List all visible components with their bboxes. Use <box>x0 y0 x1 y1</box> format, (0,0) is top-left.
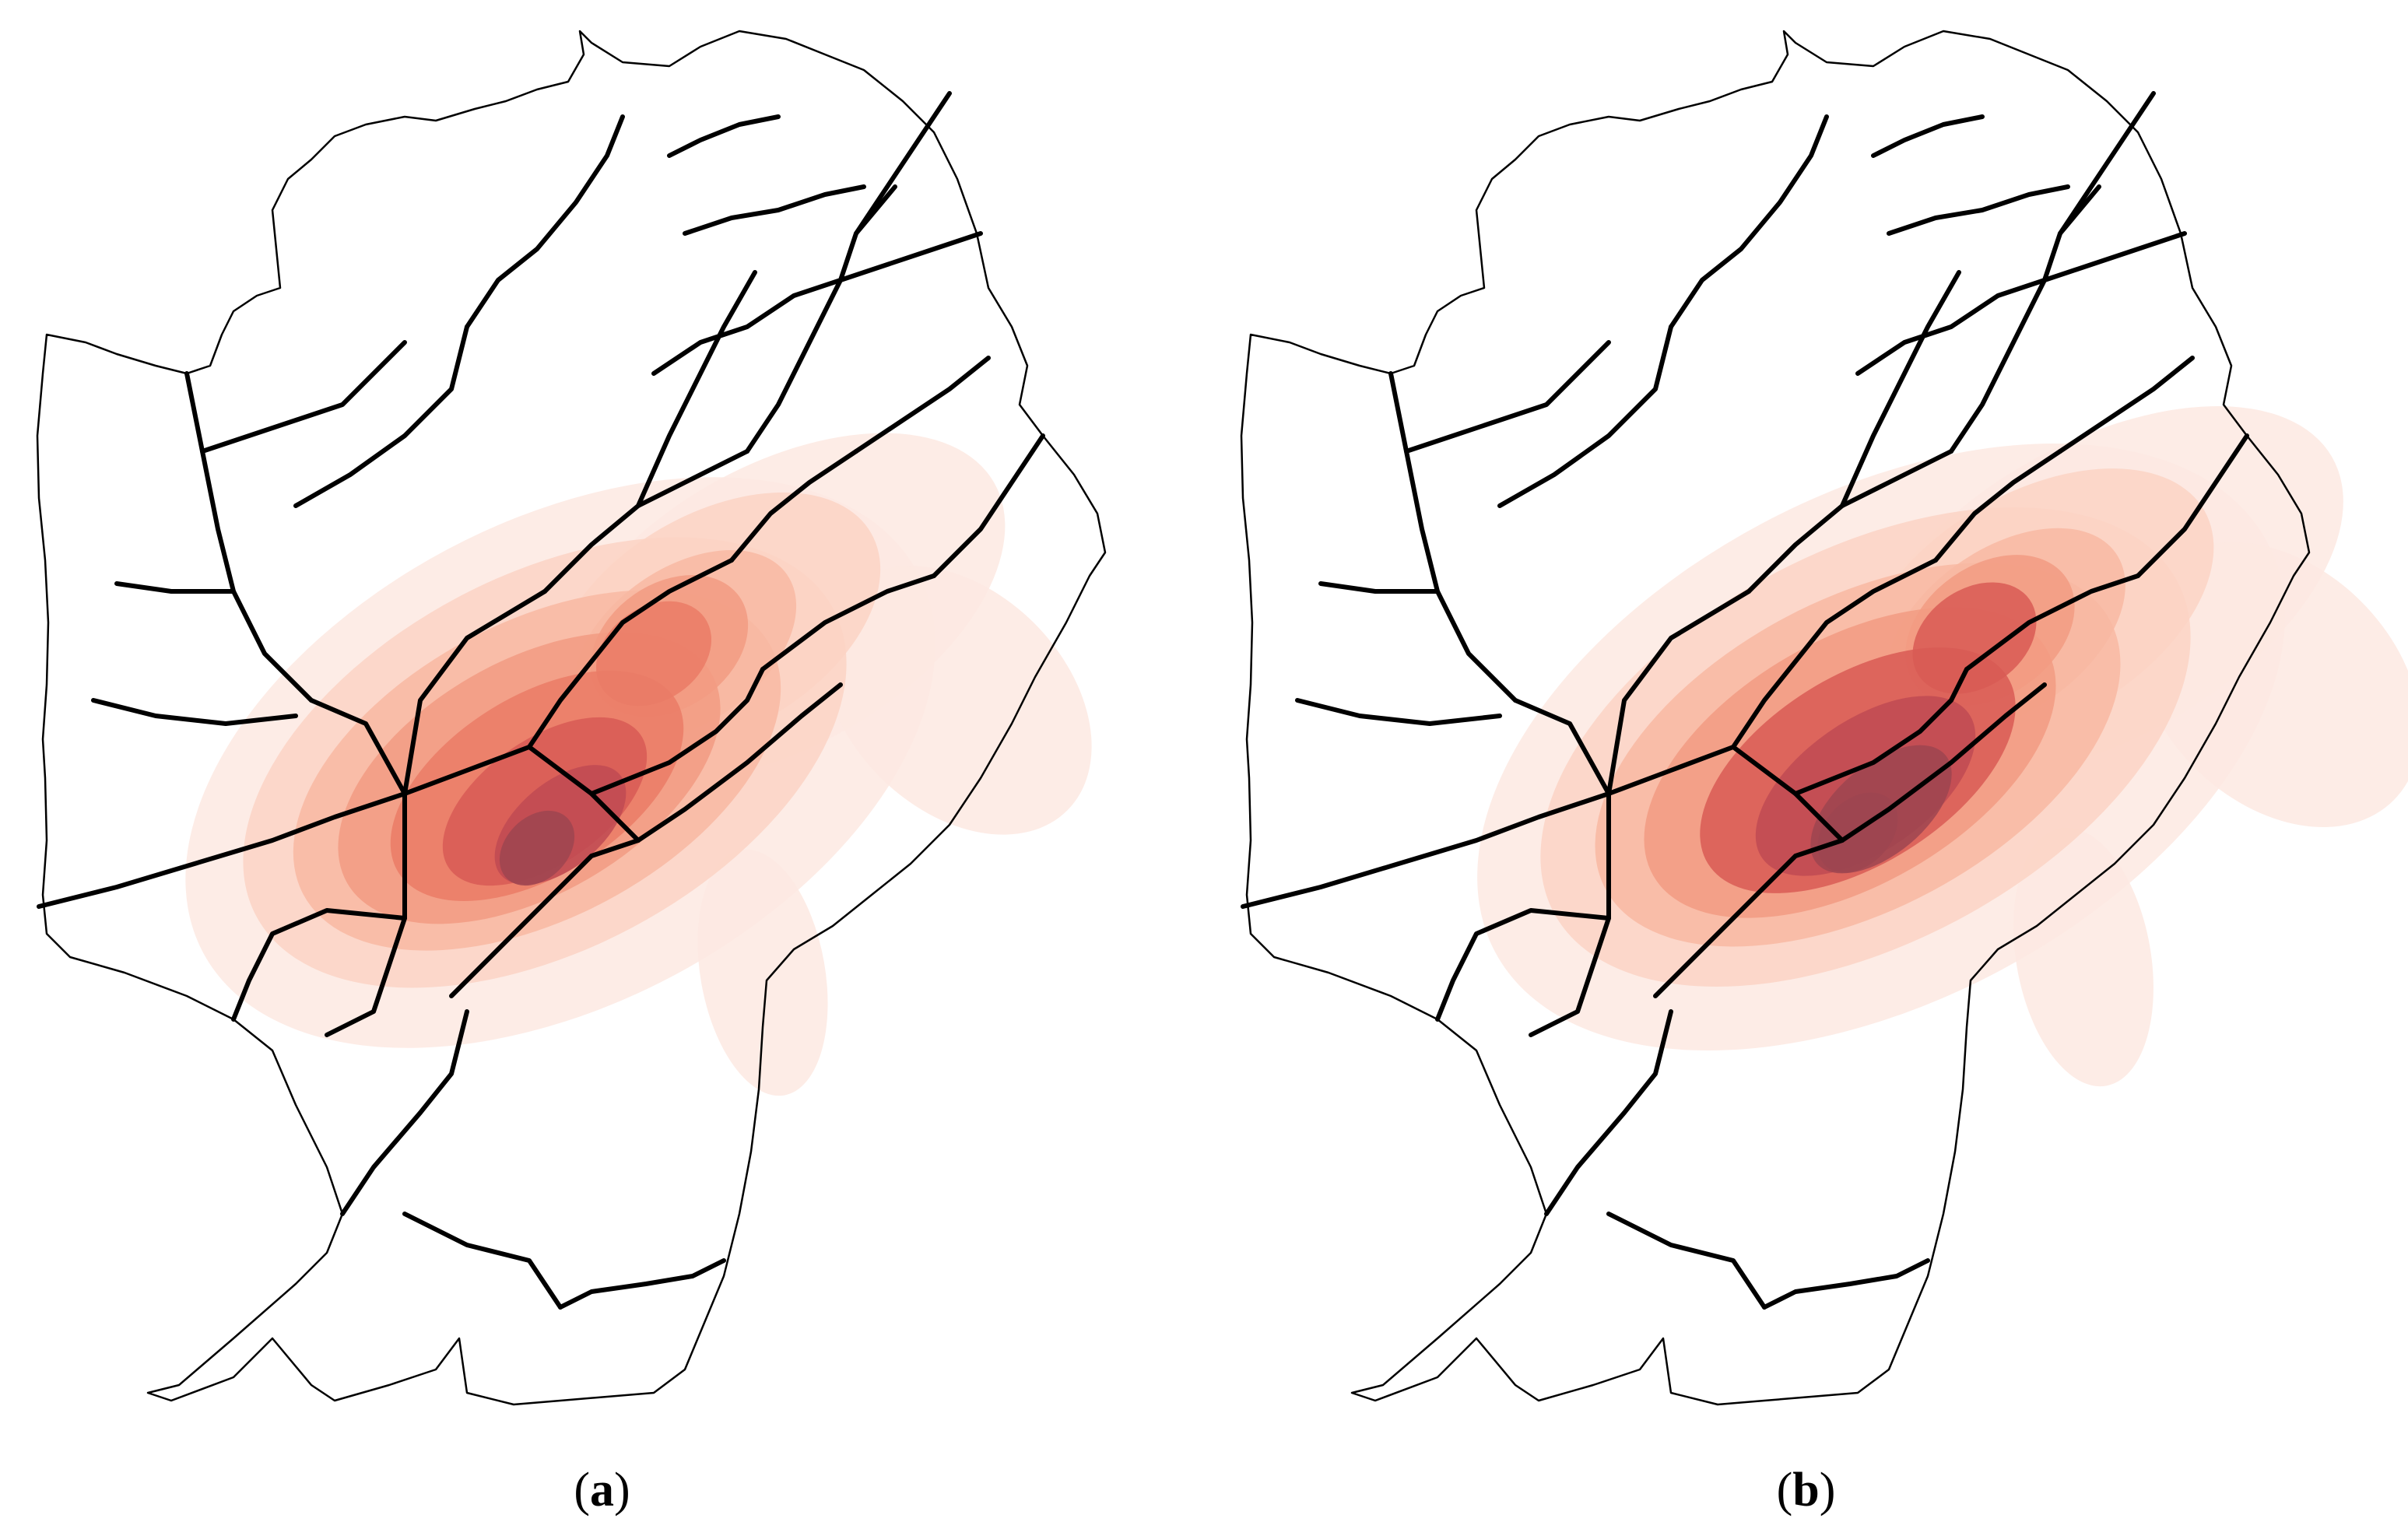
district-boundary <box>293 324 469 508</box>
heat-contour <box>823 566 1092 835</box>
heat-contour <box>2136 542 2408 827</box>
district-boundary <box>1653 838 1845 998</box>
district-boundary <box>1241 791 1611 909</box>
district-boundary <box>1964 573 2140 672</box>
panel-caption: (a) <box>574 1464 630 1517</box>
district-boundary <box>1793 667 1969 796</box>
district-boundary <box>1871 114 1985 158</box>
district-boundary <box>1840 682 2047 843</box>
district-boundary <box>589 667 765 796</box>
district-boundary <box>2058 91 2156 236</box>
district-boundary <box>1606 1212 1767 1310</box>
district-boundary <box>729 449 858 563</box>
heat-contour <box>2013 827 2154 1087</box>
district-boundary <box>91 698 298 726</box>
density-heatmap <box>185 433 1092 1096</box>
district-boundary <box>1933 449 2062 563</box>
district-boundary <box>854 91 952 236</box>
district-boundary <box>2136 433 2249 578</box>
district-boundary <box>1388 371 1518 703</box>
district-boundary <box>667 114 781 158</box>
density-heatmap <box>1477 405 2408 1087</box>
heat-contour <box>499 810 575 886</box>
city-outline <box>36 30 1107 1406</box>
district-boundary <box>745 184 897 454</box>
district-boundary <box>683 184 866 236</box>
district-boundary <box>114 581 236 594</box>
district-boundary <box>2042 231 2187 282</box>
district-boundary <box>636 682 843 843</box>
district-boundary <box>932 433 1045 578</box>
district-boundary <box>1544 1009 1673 1216</box>
district-boundary <box>402 1212 563 1310</box>
district-boundary <box>1529 791 1611 1037</box>
district-boundary <box>651 278 843 376</box>
district-boundary <box>37 791 407 909</box>
district-boundary <box>1513 698 1611 796</box>
district-boundary <box>760 573 936 672</box>
district-boundary <box>231 908 407 1022</box>
district-boundary <box>465 114 625 329</box>
district-boundaries <box>36 30 1107 1406</box>
district-boundary <box>838 231 983 282</box>
heat-contour <box>697 849 828 1096</box>
district-boundary <box>636 270 757 508</box>
district-boundary <box>1669 114 1829 329</box>
district-boundary <box>1606 589 1751 796</box>
district-boundary <box>1887 184 2070 236</box>
panel-caption-letter: a <box>590 1464 614 1517</box>
district-boundary <box>1855 278 2047 376</box>
district-boundaries <box>1240 30 2311 1406</box>
district-boundary <box>854 356 991 454</box>
district-boundary <box>527 558 734 749</box>
district-boundary <box>449 838 641 998</box>
district-boundary <box>1318 581 1440 594</box>
map-figure-a <box>36 30 1107 1406</box>
district-boundary <box>1840 270 1961 508</box>
district-boundary <box>1949 184 2101 454</box>
district-boundary <box>1295 698 1502 726</box>
district-boundary <box>200 340 407 454</box>
district-boundary <box>184 371 314 703</box>
district-boundary <box>2058 356 2195 454</box>
district-boundary <box>309 698 407 796</box>
district-boundary <box>558 1258 726 1310</box>
district-boundary <box>1731 558 1938 749</box>
district-boundary <box>1497 324 1673 508</box>
map-panel-a: (a) <box>36 30 1107 1517</box>
heat-contour <box>595 601 712 707</box>
heat-contour <box>1912 582 2037 694</box>
district-boundary <box>325 791 407 1037</box>
map-figure-b <box>1240 30 2408 1406</box>
district-boundary <box>402 589 547 796</box>
district-boundary <box>1435 908 1611 1022</box>
panel-caption: (b) <box>1776 1464 1836 1517</box>
city-outline <box>1240 30 2311 1406</box>
district-boundary <box>1404 340 1611 454</box>
panel-caption-letter: b <box>1792 1464 1820 1517</box>
district-boundary <box>340 1009 469 1216</box>
map-panel-b: (b) <box>1204 0 2408 1536</box>
district-boundary <box>1762 1258 1930 1310</box>
